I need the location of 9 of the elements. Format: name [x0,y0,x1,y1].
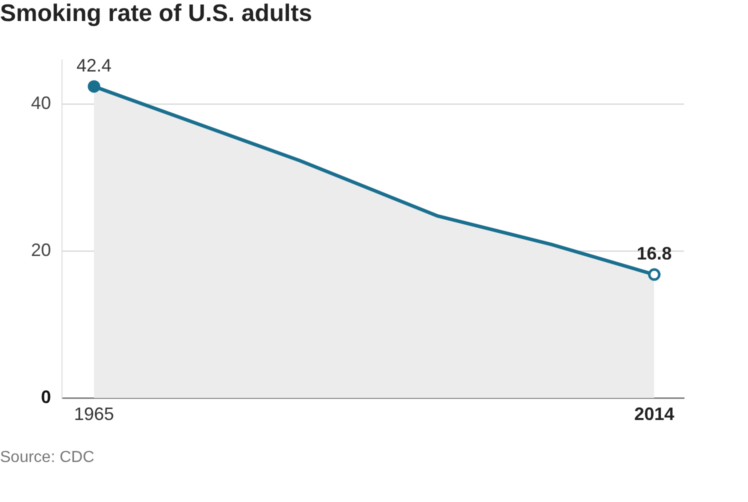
source-note: Source: CDC [0,448,94,468]
data-label: 16.8 [636,244,672,264]
data-label: 42.4 [76,55,112,76]
y-tick-label: 0 [40,386,51,407]
chart-title: Smoking rate of U.S. adults [0,0,312,28]
x-tick-label: 1965 [74,404,114,424]
y-tick-label: 20 [30,240,51,260]
x-tick-label: 2014 [634,404,674,424]
y-tick-label: 40 [30,93,51,114]
